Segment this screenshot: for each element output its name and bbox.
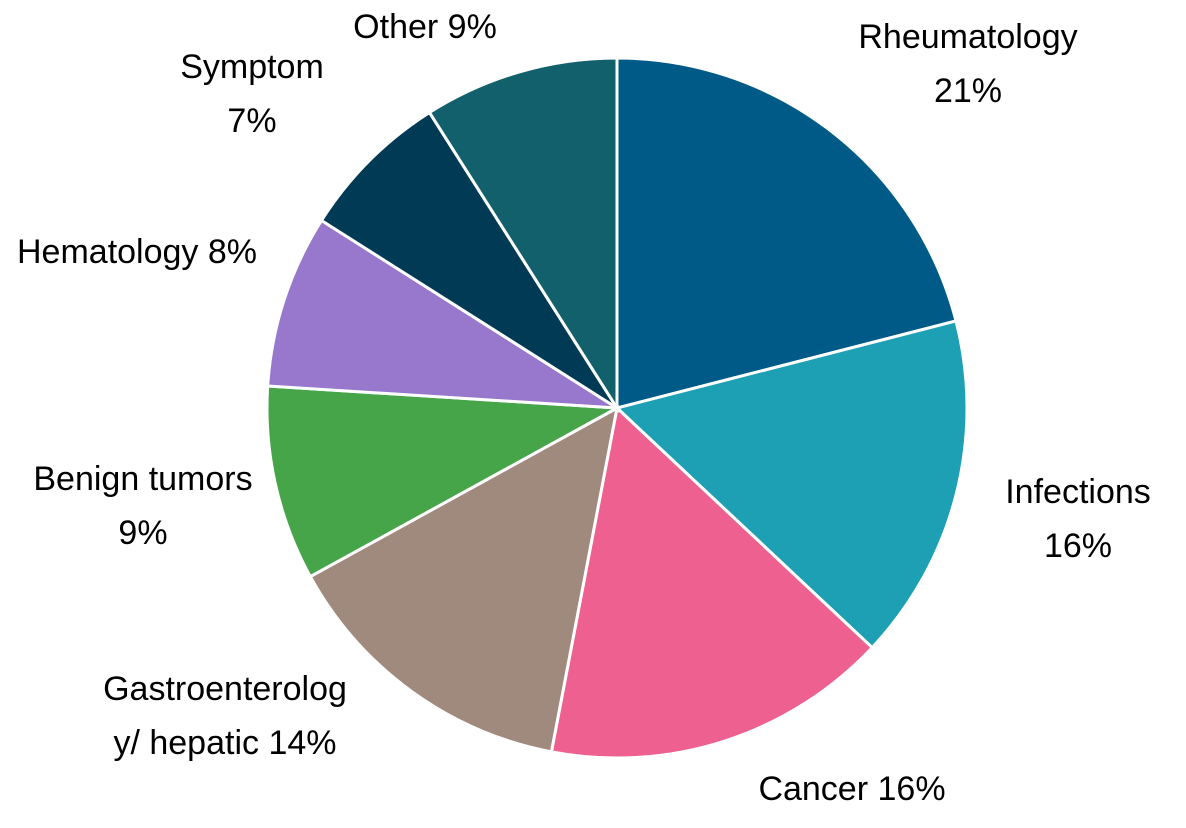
value-label: 16% bbox=[1043, 527, 1113, 565]
value-label: 8% bbox=[207, 233, 258, 271]
value-label: 16% bbox=[877, 770, 946, 808]
slice-label: Rheumatology 21% bbox=[858, 10, 1078, 118]
slice-label: Infections 16% bbox=[978, 465, 1178, 573]
category-label: Gastroenterology/ hepatic bbox=[103, 670, 347, 762]
category-label: Symptom bbox=[180, 48, 324, 86]
category-label: Other bbox=[353, 8, 439, 46]
slice-label: Hematology 8% bbox=[17, 225, 257, 279]
category-label: Hematology bbox=[17, 233, 199, 271]
category-label: Benign tumors bbox=[33, 460, 253, 498]
slice-label: Cancer 16% bbox=[702, 762, 1002, 816]
value-label: 9% bbox=[118, 514, 168, 552]
value-label: 9% bbox=[447, 8, 497, 46]
category-label: Rheumatology bbox=[858, 18, 1078, 56]
pie-slice bbox=[265, 384, 623, 579]
pie-slice bbox=[266, 218, 618, 410]
value-label: 7% bbox=[227, 102, 277, 140]
value-label: 14% bbox=[268, 724, 337, 762]
pie-slice bbox=[615, 56, 958, 410]
slice-label: Symptom 7% bbox=[152, 40, 352, 148]
slice-label: Other 9% bbox=[295, 0, 555, 54]
value-label: 21% bbox=[933, 72, 1003, 110]
pie-slice bbox=[308, 405, 620, 754]
pie-slice bbox=[549, 405, 875, 760]
slice-label: Benign tumors 9% bbox=[28, 452, 258, 560]
pie-slice bbox=[613, 319, 969, 650]
slice-label: Gastroenterology/ hepatic 14% bbox=[100, 662, 350, 770]
category-label: Infections bbox=[1005, 473, 1151, 511]
pie-slice bbox=[319, 110, 619, 410]
category-label: Cancer bbox=[758, 770, 869, 808]
pie-slice bbox=[427, 56, 619, 414]
